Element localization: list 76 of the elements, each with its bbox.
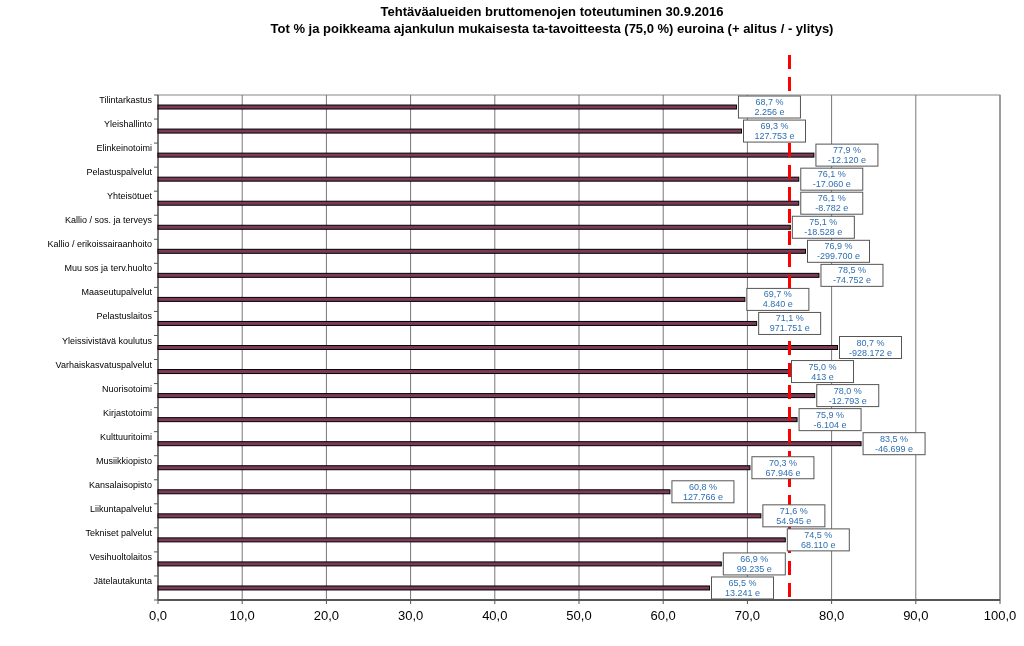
x-tick-label: 80,0 xyxy=(818,608,845,623)
bar xyxy=(157,272,820,278)
data-label: 76,1 % -8.782 e xyxy=(815,193,849,214)
y-tick-label: Jätelautakunta xyxy=(93,575,152,586)
bar xyxy=(157,176,800,182)
bar xyxy=(157,417,798,423)
x-tick-label: 20,0 xyxy=(313,608,340,623)
y-tick-label: Yleishallinto xyxy=(103,119,152,130)
y-tick-label: Tilintarkastus xyxy=(99,95,153,106)
bar xyxy=(157,224,791,230)
bar xyxy=(157,248,806,254)
data-label: 83,5 % -46.699 e xyxy=(875,433,914,454)
data-label: 76,9 % -299.700 e xyxy=(816,241,861,262)
bar xyxy=(157,441,862,447)
y-tick-label: Elinkeinotoimi xyxy=(96,143,152,154)
bar xyxy=(157,152,815,158)
y-tick-label: Pelastuspalvelut xyxy=(86,167,153,178)
bar xyxy=(157,104,737,110)
x-tick-label: 70,0 xyxy=(734,608,761,623)
x-tick-label: 10,0 xyxy=(229,608,255,623)
y-tick-label: Pelastuslaitos xyxy=(96,311,153,322)
y-tick-label: Muu sos ja terv.huolto xyxy=(64,263,152,274)
data-label: 60,8 % 127.766 e xyxy=(682,481,723,502)
data-label: 75,9 % -6.104 e xyxy=(813,409,847,430)
bar xyxy=(157,345,838,350)
data-label: 74,5 % 68.110 e xyxy=(801,529,836,550)
y-tick-label: Kirjastotoimi xyxy=(102,407,152,418)
bar xyxy=(157,200,800,206)
data-label: 77,9 % -12.120 e xyxy=(827,145,866,166)
data-label: 76,1 % -17.060 e xyxy=(812,169,851,190)
x-tick-label: 30,0 xyxy=(397,608,424,623)
data-label: 70,3 % 67.946 e xyxy=(765,457,801,478)
bar xyxy=(157,296,746,302)
x-tick-label: 100,0 xyxy=(983,608,1017,623)
data-label: 80,7 % -928.172 e xyxy=(848,337,893,358)
y-tick-label: Varhaiskasvatuspalvelut xyxy=(55,359,153,370)
bar xyxy=(157,561,722,567)
y-tick-label: Maaseutupalvelut xyxy=(81,287,153,298)
data-label: 65,5 % 13.241 e xyxy=(724,577,761,598)
x-tick-label: 60,0 xyxy=(650,608,676,623)
data-label: 71,6 % 54.945 e xyxy=(776,505,812,526)
y-tick-label: Kallio / sos. ja terveys xyxy=(64,215,153,226)
y-tick-label: Kallio / erikoissairaanhoito xyxy=(47,239,152,250)
data-label: 75,1 % -18.528 e xyxy=(804,217,843,238)
y-tick-label: Nuorisotoimi xyxy=(101,383,152,394)
data-label: 75,0 % 413 e xyxy=(808,361,837,382)
chart-subtitle: Tot % ja poikkeama ajankulun mukaisesta ta-tavoitteesta (75,0 %) euroina (+ alitus / - ylitys) xyxy=(270,21,834,36)
bar xyxy=(157,320,758,326)
x-tick-label: 40,0 xyxy=(482,608,508,623)
x-tick-label: 0,0 xyxy=(148,608,168,623)
y-tick-label: Yhteisötuet xyxy=(106,191,153,202)
chart-title: Tehtäväalueiden bruttomenojen toteutuminen 30.9.2016 xyxy=(380,4,724,19)
x-tick-label: 90,0 xyxy=(903,608,929,623)
y-tick-label: Tekniset palvelut xyxy=(85,527,153,538)
data-label: 66,9 % 99.235 e xyxy=(736,553,772,574)
y-tick-label: Kulttuuritoimi xyxy=(99,431,152,442)
x-tick-label: 50,0 xyxy=(566,608,592,623)
bar xyxy=(157,537,786,543)
y-tick-label: Liikuntapalvelut xyxy=(89,503,153,514)
bar xyxy=(157,369,790,375)
data-label: 71,1 % 971.751 e xyxy=(769,313,810,334)
bar xyxy=(157,393,816,399)
bar xyxy=(157,513,762,519)
data-label: 69,7 % 4.840 e xyxy=(762,289,793,310)
bar xyxy=(157,585,711,591)
y-tick-label: Kansalaisopisto xyxy=(88,479,152,490)
data-label: 78,0 % -12.793 e xyxy=(828,385,867,406)
bar xyxy=(157,128,743,134)
y-tick-label: Musiikkiopisto xyxy=(95,455,152,466)
y-tick-label: Vesihuoltolaitos xyxy=(89,551,153,562)
y-tick-label: Yleissivistävä koulutus xyxy=(61,335,153,346)
data-label: 68,7 % 2.256 e xyxy=(754,97,785,118)
data-label: 69,3 % 127.753 e xyxy=(754,121,795,142)
data-label: 78,5 % -74.752 e xyxy=(832,265,871,286)
bar xyxy=(157,489,671,495)
bar xyxy=(157,465,751,471)
